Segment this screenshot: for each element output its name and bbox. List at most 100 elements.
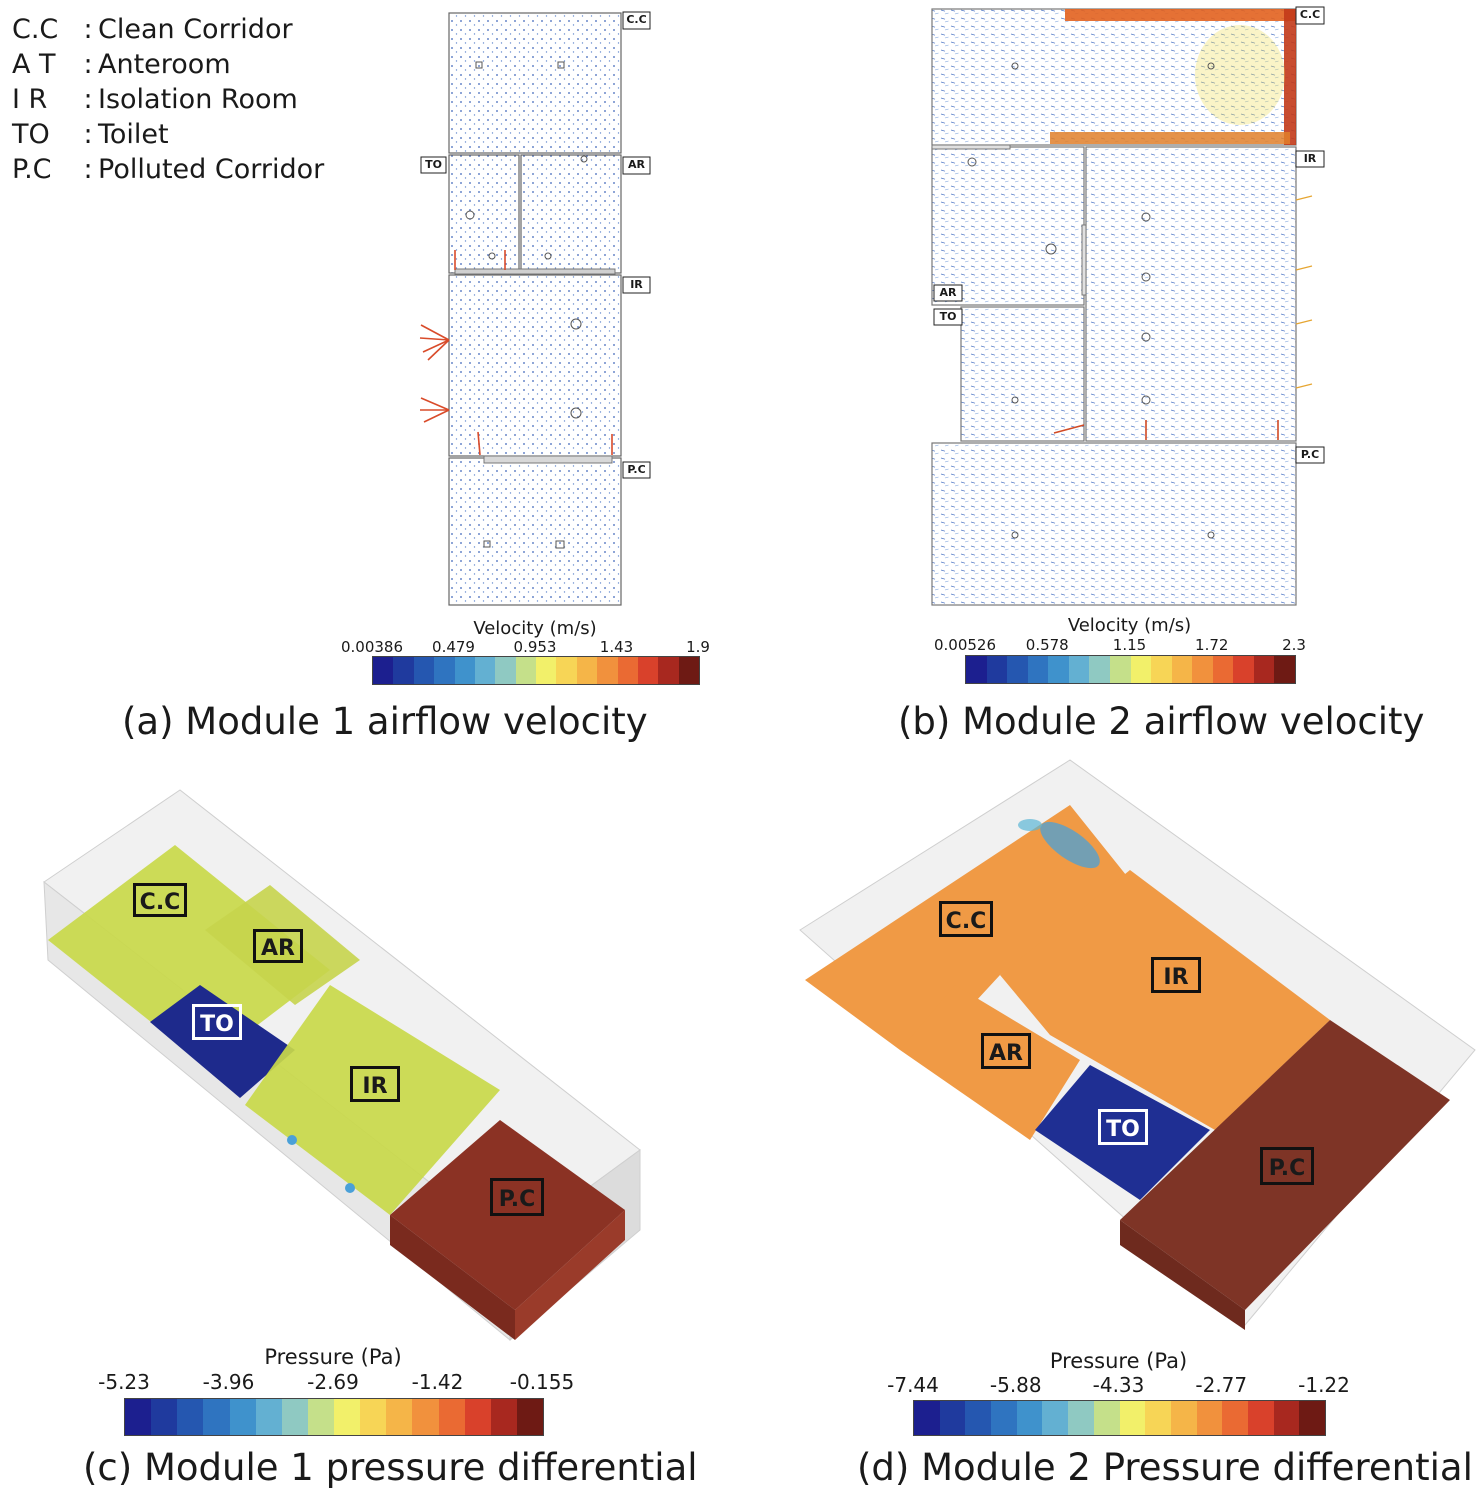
colorbar-step — [1151, 656, 1172, 683]
d-tag-cc: C.C — [939, 901, 993, 937]
colorbar-step — [495, 657, 516, 684]
c-tag-ar: AR — [253, 929, 303, 963]
b-ar-room — [931, 146, 1085, 306]
colorbar-step — [1109, 656, 1131, 683]
b-cc-room — [931, 8, 1297, 146]
d-colorbar-title: Pressure (Pa) — [1049, 1349, 1188, 1373]
caption-c: (c) Module 1 pressure differential — [83, 1446, 698, 1489]
c-tag-to: TO — [192, 1004, 242, 1040]
d-tick-4: -1.22 — [1298, 1373, 1350, 1397]
d-colorbar — [913, 1400, 1326, 1436]
b-colorbar-title: Velocity (m/s) — [1067, 615, 1192, 636]
b-tick-2: 1.15 — [1112, 636, 1147, 654]
d-ir-floor — [1000, 870, 1330, 1130]
colorbar-step — [177, 1399, 204, 1435]
c-colorbar — [124, 1398, 544, 1436]
colorbar-step — [413, 657, 435, 684]
colorbar-step — [1145, 1401, 1171, 1435]
a-ar-room — [520, 154, 622, 274]
colorbar-step — [255, 1399, 282, 1435]
colorbar-step — [454, 657, 475, 684]
b-ir-room — [1085, 146, 1297, 442]
colorbar-step — [1253, 656, 1275, 683]
colorbar-step — [203, 1399, 230, 1435]
colorbar-step — [536, 657, 557, 684]
colorbar-step — [1007, 656, 1028, 683]
b-tag-ar: AR — [939, 286, 957, 299]
d-tag-ir: IR — [1151, 957, 1201, 993]
colorbar-step — [576, 657, 598, 684]
colorbar-step — [637, 657, 659, 684]
a-tag-pc: P.C — [627, 463, 646, 476]
b-tick-1: 0.578 — [1025, 636, 1069, 654]
a-tick-4: 1.9 — [686, 638, 710, 656]
d-tick-0: -7.44 — [887, 1373, 939, 1397]
colorbar-step — [1222, 1401, 1248, 1435]
colorbar-step — [151, 1399, 178, 1435]
colorbar-step — [125, 1399, 152, 1435]
colorbar-step — [1196, 1401, 1223, 1435]
colorbar-step — [1068, 1401, 1094, 1435]
legend-row-pc: P.C: Polluted Corridor — [12, 154, 325, 185]
d-tick-3: -2.77 — [1195, 1373, 1248, 1397]
caption-b: (b) Module 2 airflow velocity — [898, 700, 1425, 743]
a-colorbar-ticks: 0.00386 0.479 0.953 1.43 1.9 — [341, 638, 710, 656]
colorbar-step — [966, 656, 987, 683]
colorbar-step — [597, 657, 618, 684]
d-tick-1: -5.88 — [989, 1373, 1042, 1397]
a-tag-ir: IR — [630, 278, 643, 291]
abbreviation-legend: C.C: Clean Corridor A T: Anteroom I R: Isol… — [12, 12, 324, 187]
d-tag-pc: P.C — [1260, 1147, 1314, 1185]
colorbar-step — [1274, 656, 1295, 683]
a-colorbar-title: Velocity (m/s) — [473, 618, 597, 639]
colorbar-step — [556, 657, 577, 684]
colorbar-step — [1068, 656, 1090, 683]
c-colorbar-ticks: -5.23 -3.96 -2.69 -1.42 -0.155 — [98, 1370, 574, 1394]
colorbar-step — [1212, 656, 1234, 683]
a-tick-2: 0.953 — [513, 638, 557, 656]
a-tag-ar: AR — [628, 158, 645, 171]
colorbar-step — [490, 1399, 517, 1435]
legend-row-cc: C.C: Clean Corridor — [12, 14, 293, 45]
colorbar-step — [474, 657, 496, 684]
c-tag-ir: IR — [350, 1066, 400, 1102]
colorbar-step — [1119, 1401, 1146, 1435]
colorbar-step — [281, 1399, 308, 1435]
module2-pressure-3d — [799, 759, 1476, 1330]
colorbar-step — [1171, 656, 1193, 683]
caption-d: (d) Module 2 Pressure differential — [857, 1446, 1473, 1489]
a-pc-room — [448, 457, 622, 606]
colorbar-step — [1016, 1401, 1043, 1435]
colorbar-step — [334, 1399, 361, 1435]
c-tick-4: -0.155 — [509, 1370, 575, 1394]
colorbar-step — [1042, 1401, 1069, 1435]
colorbar-step — [434, 657, 455, 684]
colorbar-step — [360, 1399, 387, 1435]
colorbar-step — [1170, 1401, 1197, 1435]
b-tick-0: 0.00526 — [933, 636, 997, 654]
colorbar-step — [229, 1399, 256, 1435]
legend-row-at: A T: Anteroom — [12, 49, 231, 80]
a-tick-3: 1.43 — [599, 638, 634, 656]
b-tag-pc: P.C — [1300, 448, 1320, 461]
c-tick-3: -1.42 — [411, 1370, 464, 1394]
c-tick-2: -2.69 — [307, 1370, 359, 1394]
b-tag-cc: C.C — [1299, 8, 1321, 21]
d-tag-ar: AR — [981, 1033, 1031, 1069]
colorbar-step — [386, 1399, 413, 1435]
colorbar-step — [1130, 656, 1152, 683]
a-cc-room — [448, 12, 622, 154]
a-tag-to: TO — [425, 158, 442, 171]
colorbar-step — [1299, 1401, 1325, 1435]
a-ir-room — [448, 274, 622, 457]
colorbar-step — [1089, 656, 1110, 683]
d-tick-2: -4.33 — [1092, 1373, 1145, 1397]
colorbar-step — [515, 657, 536, 684]
module1-pressure-3d — [43, 789, 641, 1342]
a-colorbar — [372, 656, 700, 685]
c-tick-0: -5.23 — [98, 1370, 150, 1394]
colorbar-step — [307, 1399, 334, 1435]
colorbar-step — [1027, 656, 1049, 683]
colorbar-step — [965, 1401, 992, 1435]
